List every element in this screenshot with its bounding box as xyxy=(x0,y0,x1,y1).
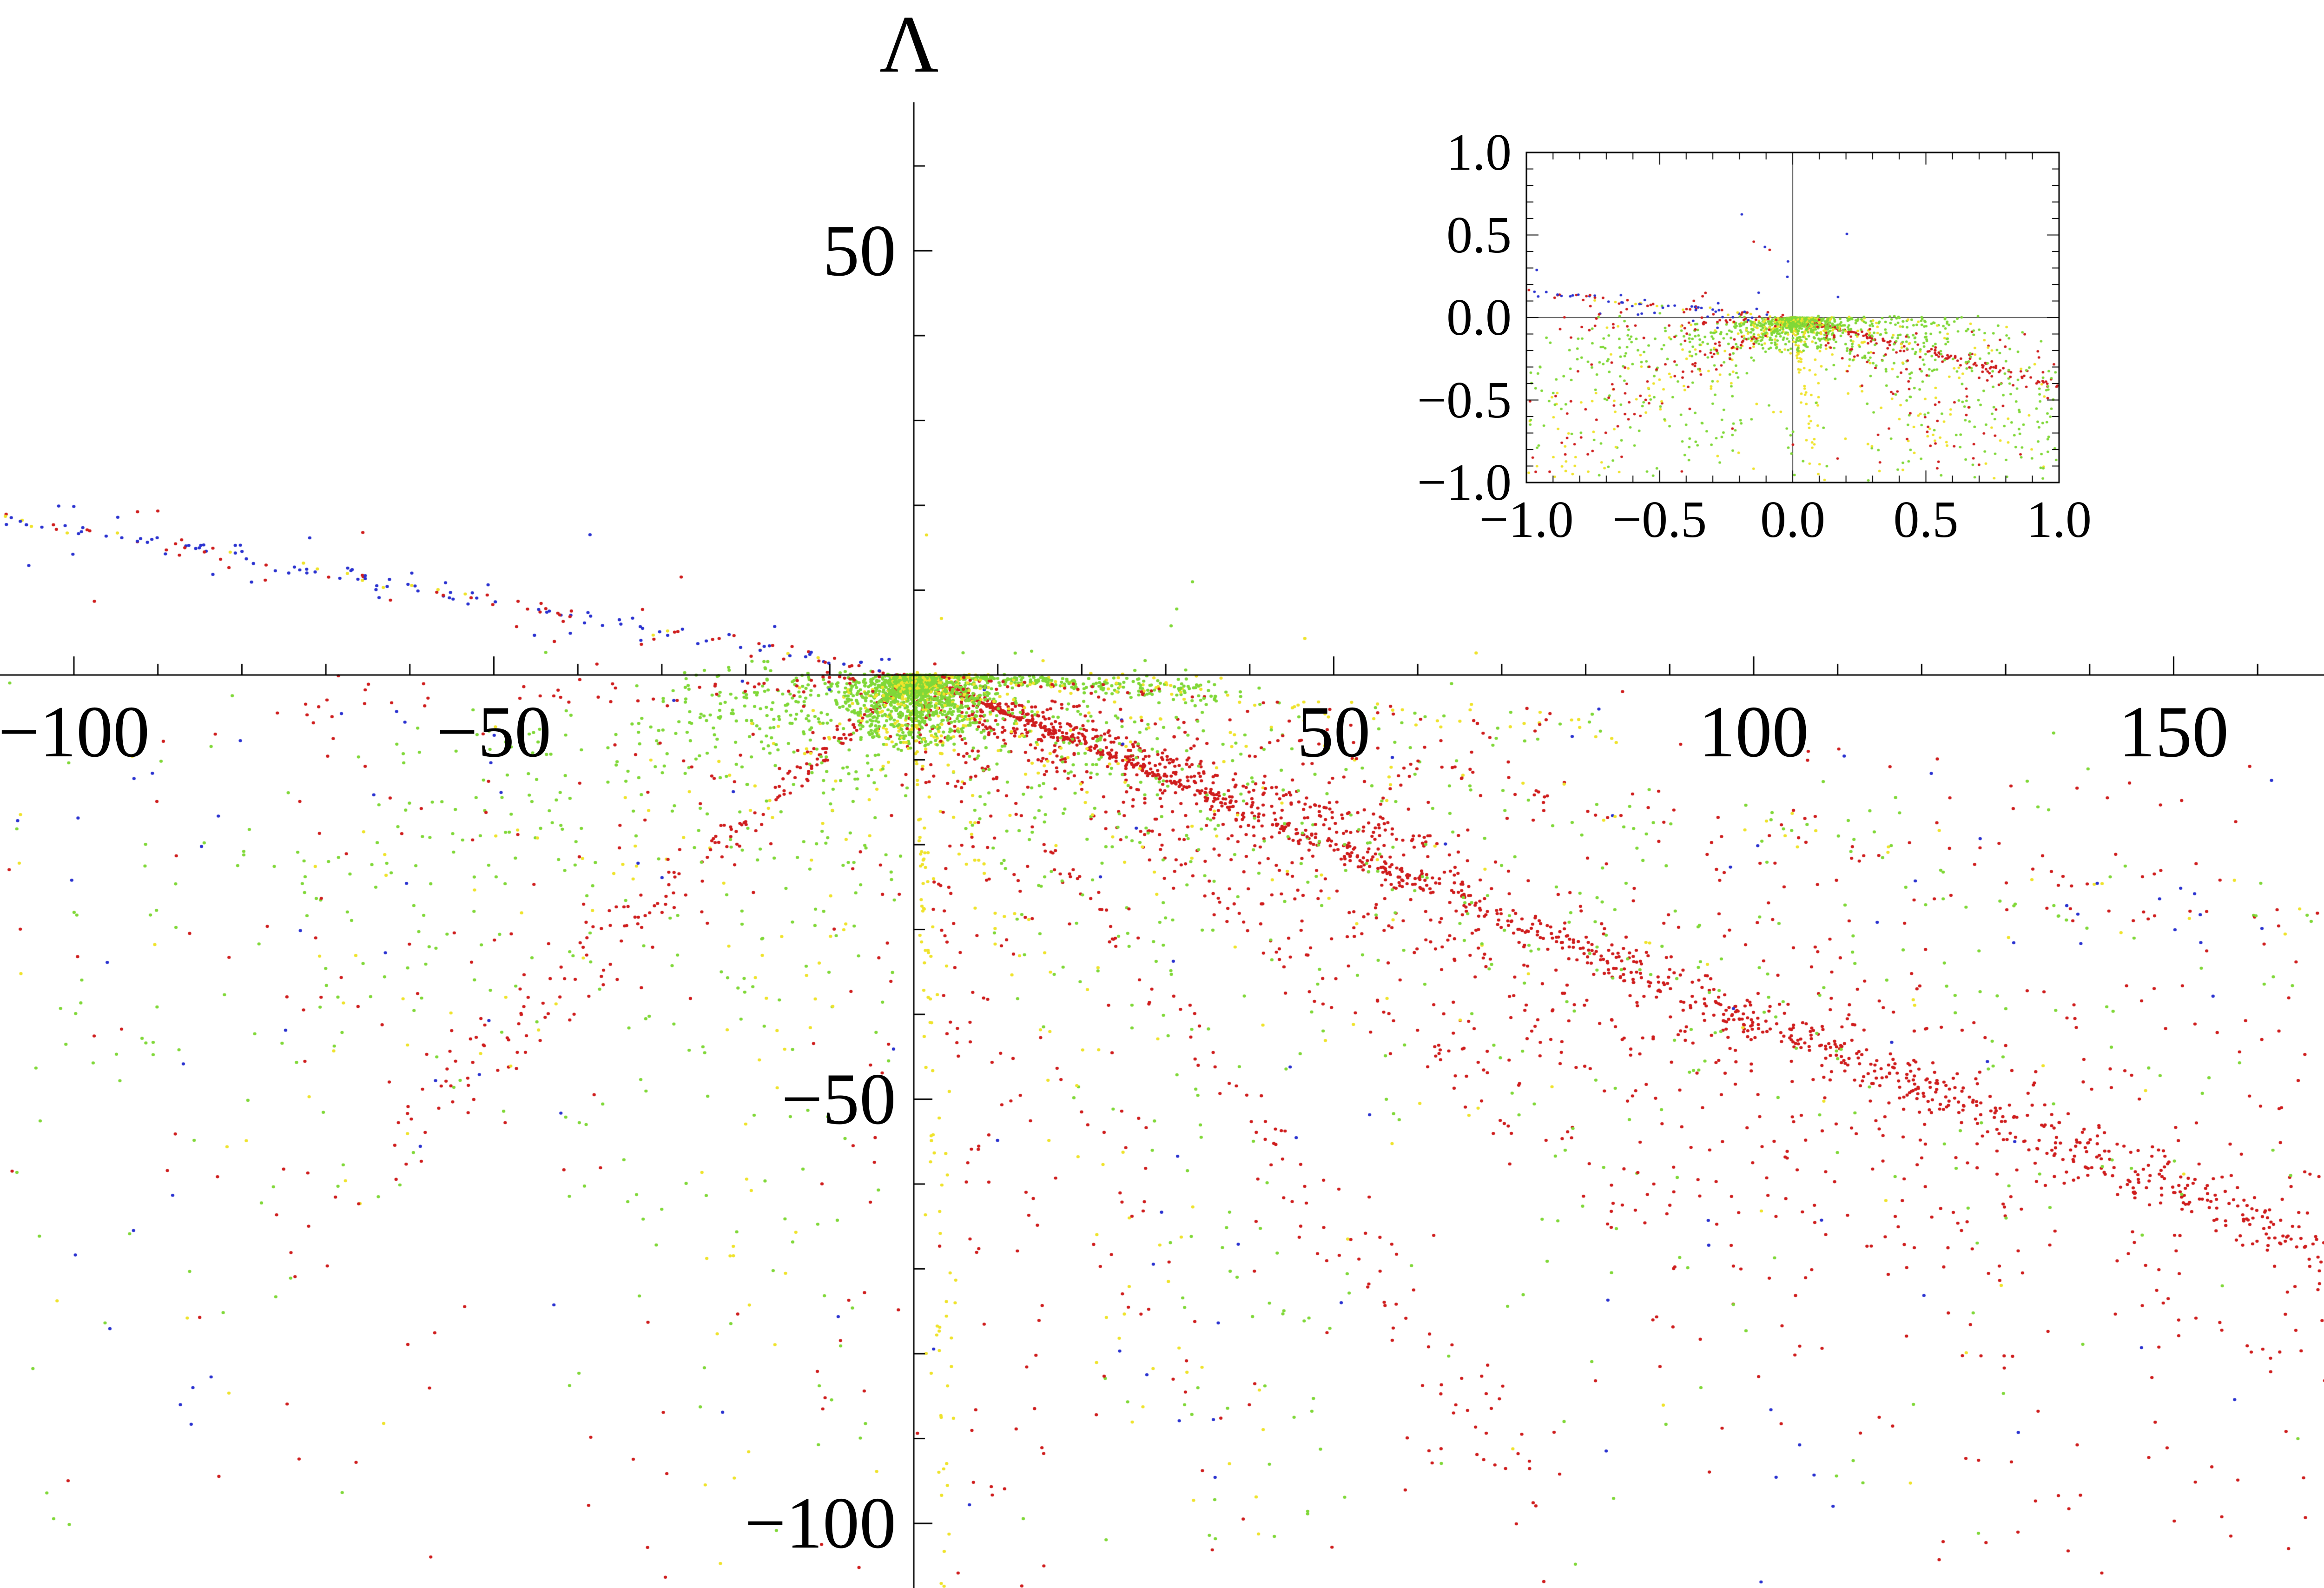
y-tick-label: 50 xyxy=(823,210,896,291)
inset-x-tick-label: 0.5 xyxy=(1893,491,1959,549)
inset-x-tick-label: −0.5 xyxy=(1612,491,1707,549)
y-tick-label: −100 xyxy=(744,1482,896,1564)
inset-x-tick-label: 0.0 xyxy=(1760,491,1825,549)
inset-x-tick-label: −1.0 xyxy=(1479,491,1574,549)
x-tick-label: 100 xyxy=(1698,691,1809,773)
x-tick-label: 150 xyxy=(2119,691,2229,773)
y-tick-label: −50 xyxy=(781,1058,896,1140)
inset-y-tick-label: −1.0 xyxy=(1417,454,1512,511)
x-tick-label: −100 xyxy=(0,691,150,773)
inset-x-tick-label: 1.0 xyxy=(2027,491,2092,549)
inset-y-tick-label: 0.5 xyxy=(1446,206,1512,264)
x-tick-label: −50 xyxy=(436,691,552,773)
inset-y-tick-label: −0.5 xyxy=(1417,371,1512,429)
inset-y-tick-label: 0.0 xyxy=(1446,289,1512,346)
inset-y-tick-label: 1.0 xyxy=(1446,124,1512,181)
x-tick-label: 50 xyxy=(1297,691,1371,773)
y-axis-label: Λ xyxy=(879,0,939,90)
